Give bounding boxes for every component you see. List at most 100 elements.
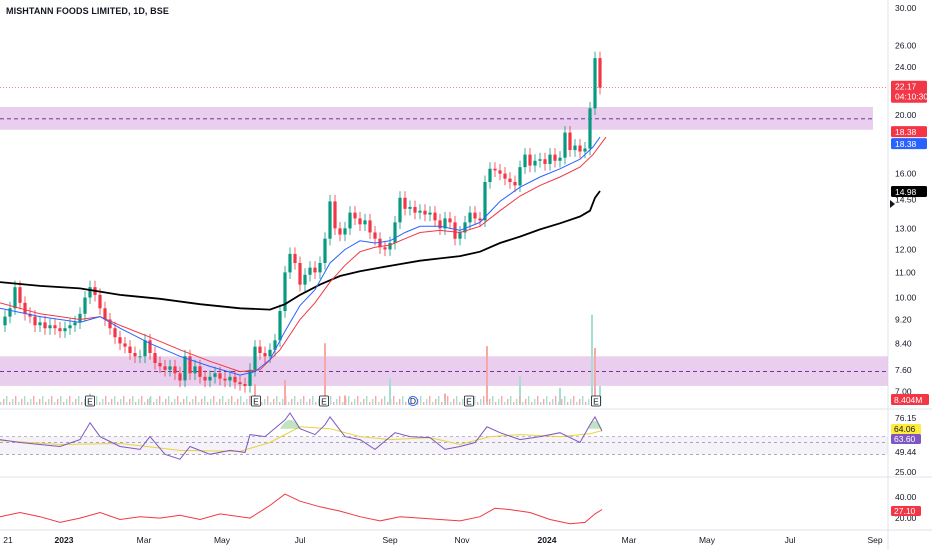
volume-bar: [594, 348, 596, 405]
candle-body: [393, 222, 397, 243]
volume-bar: [402, 396, 404, 405]
volume-bar: [105, 396, 107, 405]
volume-bar: [384, 396, 386, 405]
price-axis-tick-label: 16.00: [895, 169, 917, 179]
candle-body: [293, 253, 297, 263]
volume-bar: [342, 402, 344, 405]
rsi-value-tag: [891, 424, 921, 434]
candle-body: [183, 356, 187, 381]
volume-bar: [243, 402, 245, 405]
candle-body: [233, 376, 237, 383]
volume-bar: [573, 396, 575, 405]
volume-bar: [249, 396, 251, 405]
price-tag-countdown: 04:10:30: [895, 92, 928, 102]
volume-bar: [354, 399, 356, 405]
support-resistance-zone: [0, 107, 873, 130]
volume-bar: [519, 376, 521, 405]
candle-body: [348, 212, 352, 229]
volume-bar: [51, 396, 53, 405]
candle-body: [28, 313, 32, 317]
volume-bar: [171, 402, 173, 405]
candle-body: [98, 294, 102, 309]
volume-bar: [405, 402, 407, 405]
volume-bar: [135, 402, 137, 405]
volume-bar: [555, 396, 557, 405]
volume-bar: [210, 399, 212, 405]
candle-body: [583, 148, 587, 152]
volume-bar: [336, 399, 338, 405]
volume-bar: [123, 396, 125, 405]
candle-body: [73, 322, 77, 326]
volume-bar: [84, 399, 86, 405]
earnings-marker-label: E: [593, 397, 599, 407]
volume-bar: [345, 399, 347, 405]
volume-bar: [558, 402, 560, 405]
candle-body: [153, 353, 157, 363]
candle-body: [588, 108, 592, 149]
volume-bar: [117, 402, 119, 405]
volume-bar: [132, 396, 134, 405]
volume-bar: [561, 399, 563, 405]
volume-bar: [489, 399, 491, 405]
earnings-marker-label: E: [466, 397, 472, 407]
volume-bar: [549, 402, 551, 405]
volume-bar: [144, 402, 146, 405]
candle-body: [198, 366, 202, 377]
rsi-band: [0, 436, 888, 455]
volume-bar: [450, 402, 452, 405]
rsi-overbought-fill: [588, 420, 602, 429]
volume-bar: [357, 396, 359, 405]
volume-bar: [486, 346, 488, 405]
candle-body: [383, 247, 387, 250]
volume-bar: [111, 399, 113, 405]
volume-bar: [333, 402, 335, 405]
candle-body: [273, 340, 277, 350]
volume-bar: [297, 402, 299, 405]
volume-bar: [231, 396, 233, 405]
volume-bar: [48, 399, 50, 405]
candle-body: [118, 337, 122, 344]
volume-bar: [389, 378, 391, 405]
volume-bar: [147, 399, 149, 405]
volume-bar: [390, 399, 392, 405]
time-axis-tick-label: Jul: [785, 535, 796, 545]
candle-body: [53, 325, 57, 329]
volume-bar: [174, 399, 176, 405]
volume-bar: [228, 399, 230, 405]
candle-body: [493, 168, 497, 171]
volume-bar: [363, 399, 365, 405]
candle-body: [218, 373, 222, 379]
volume-bar: [254, 384, 256, 405]
volume-bar: [21, 399, 23, 405]
volume-bar: [393, 396, 395, 405]
candle-body: [188, 356, 192, 374]
volume-bar: [315, 402, 317, 405]
volume-bar: [39, 399, 41, 405]
volume-bar: [438, 396, 440, 405]
candle-body: [553, 154, 557, 161]
candle-body: [438, 220, 442, 229]
candle-body: [313, 267, 317, 273]
volume-bar: [387, 402, 389, 405]
time-axis-tick-label: 2023: [55, 535, 74, 545]
rsi-axis-tick-label: 49.44: [895, 447, 917, 457]
volume-bar: [36, 402, 38, 405]
volume-bar: [129, 399, 131, 405]
candle-body: [453, 222, 457, 239]
volume-bar: [63, 402, 65, 405]
price-axis-tick-label: 7.60: [895, 365, 912, 375]
candle-body: [263, 353, 267, 357]
volume-bar: [150, 396, 152, 405]
price-axis-tick-label: 7.00: [895, 386, 912, 396]
volume-bar: [12, 399, 14, 405]
volume-bar: [375, 396, 377, 405]
volume-bar: [165, 399, 167, 405]
volume-bar: [54, 402, 56, 405]
price-axis-tick-label: 10.00: [895, 293, 917, 303]
volume-bar: [162, 402, 164, 405]
lower-indicator-value-tag: [891, 506, 921, 516]
candle-body: [318, 262, 322, 273]
volume-bar: [213, 396, 215, 405]
volume-bar: [324, 343, 326, 405]
